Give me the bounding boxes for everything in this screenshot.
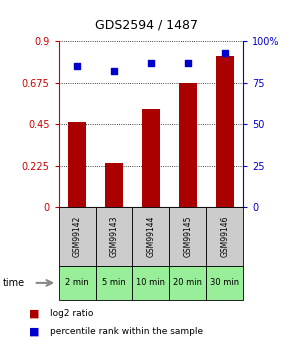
Point [185, 60, 190, 66]
Bar [105, 163, 123, 207]
Point [149, 60, 153, 66]
Text: GDS2594 / 1487: GDS2594 / 1487 [95, 19, 198, 32]
Bar [68, 122, 86, 207]
Text: percentile rank within the sample: percentile rank within the sample [50, 327, 203, 336]
Point [112, 68, 116, 74]
Text: 10 min: 10 min [137, 278, 165, 287]
Text: GSM99144: GSM99144 [146, 216, 155, 257]
Text: 20 min: 20 min [173, 278, 202, 287]
Text: ■: ■ [29, 326, 40, 336]
Text: 5 min: 5 min [102, 278, 126, 287]
Text: time: time [3, 278, 25, 288]
Text: GSM99146: GSM99146 [220, 216, 229, 257]
Point [222, 50, 227, 56]
Bar [179, 83, 197, 207]
Text: GSM99145: GSM99145 [183, 216, 192, 257]
Text: 2 min: 2 min [65, 278, 89, 287]
Bar [215, 56, 234, 207]
Point [75, 63, 79, 69]
Text: 30 min: 30 min [210, 278, 239, 287]
Text: ■: ■ [29, 309, 40, 319]
Text: GSM99143: GSM99143 [110, 216, 118, 257]
Text: log2 ratio: log2 ratio [50, 309, 93, 318]
Text: GSM99142: GSM99142 [73, 216, 81, 257]
Bar [142, 109, 160, 207]
